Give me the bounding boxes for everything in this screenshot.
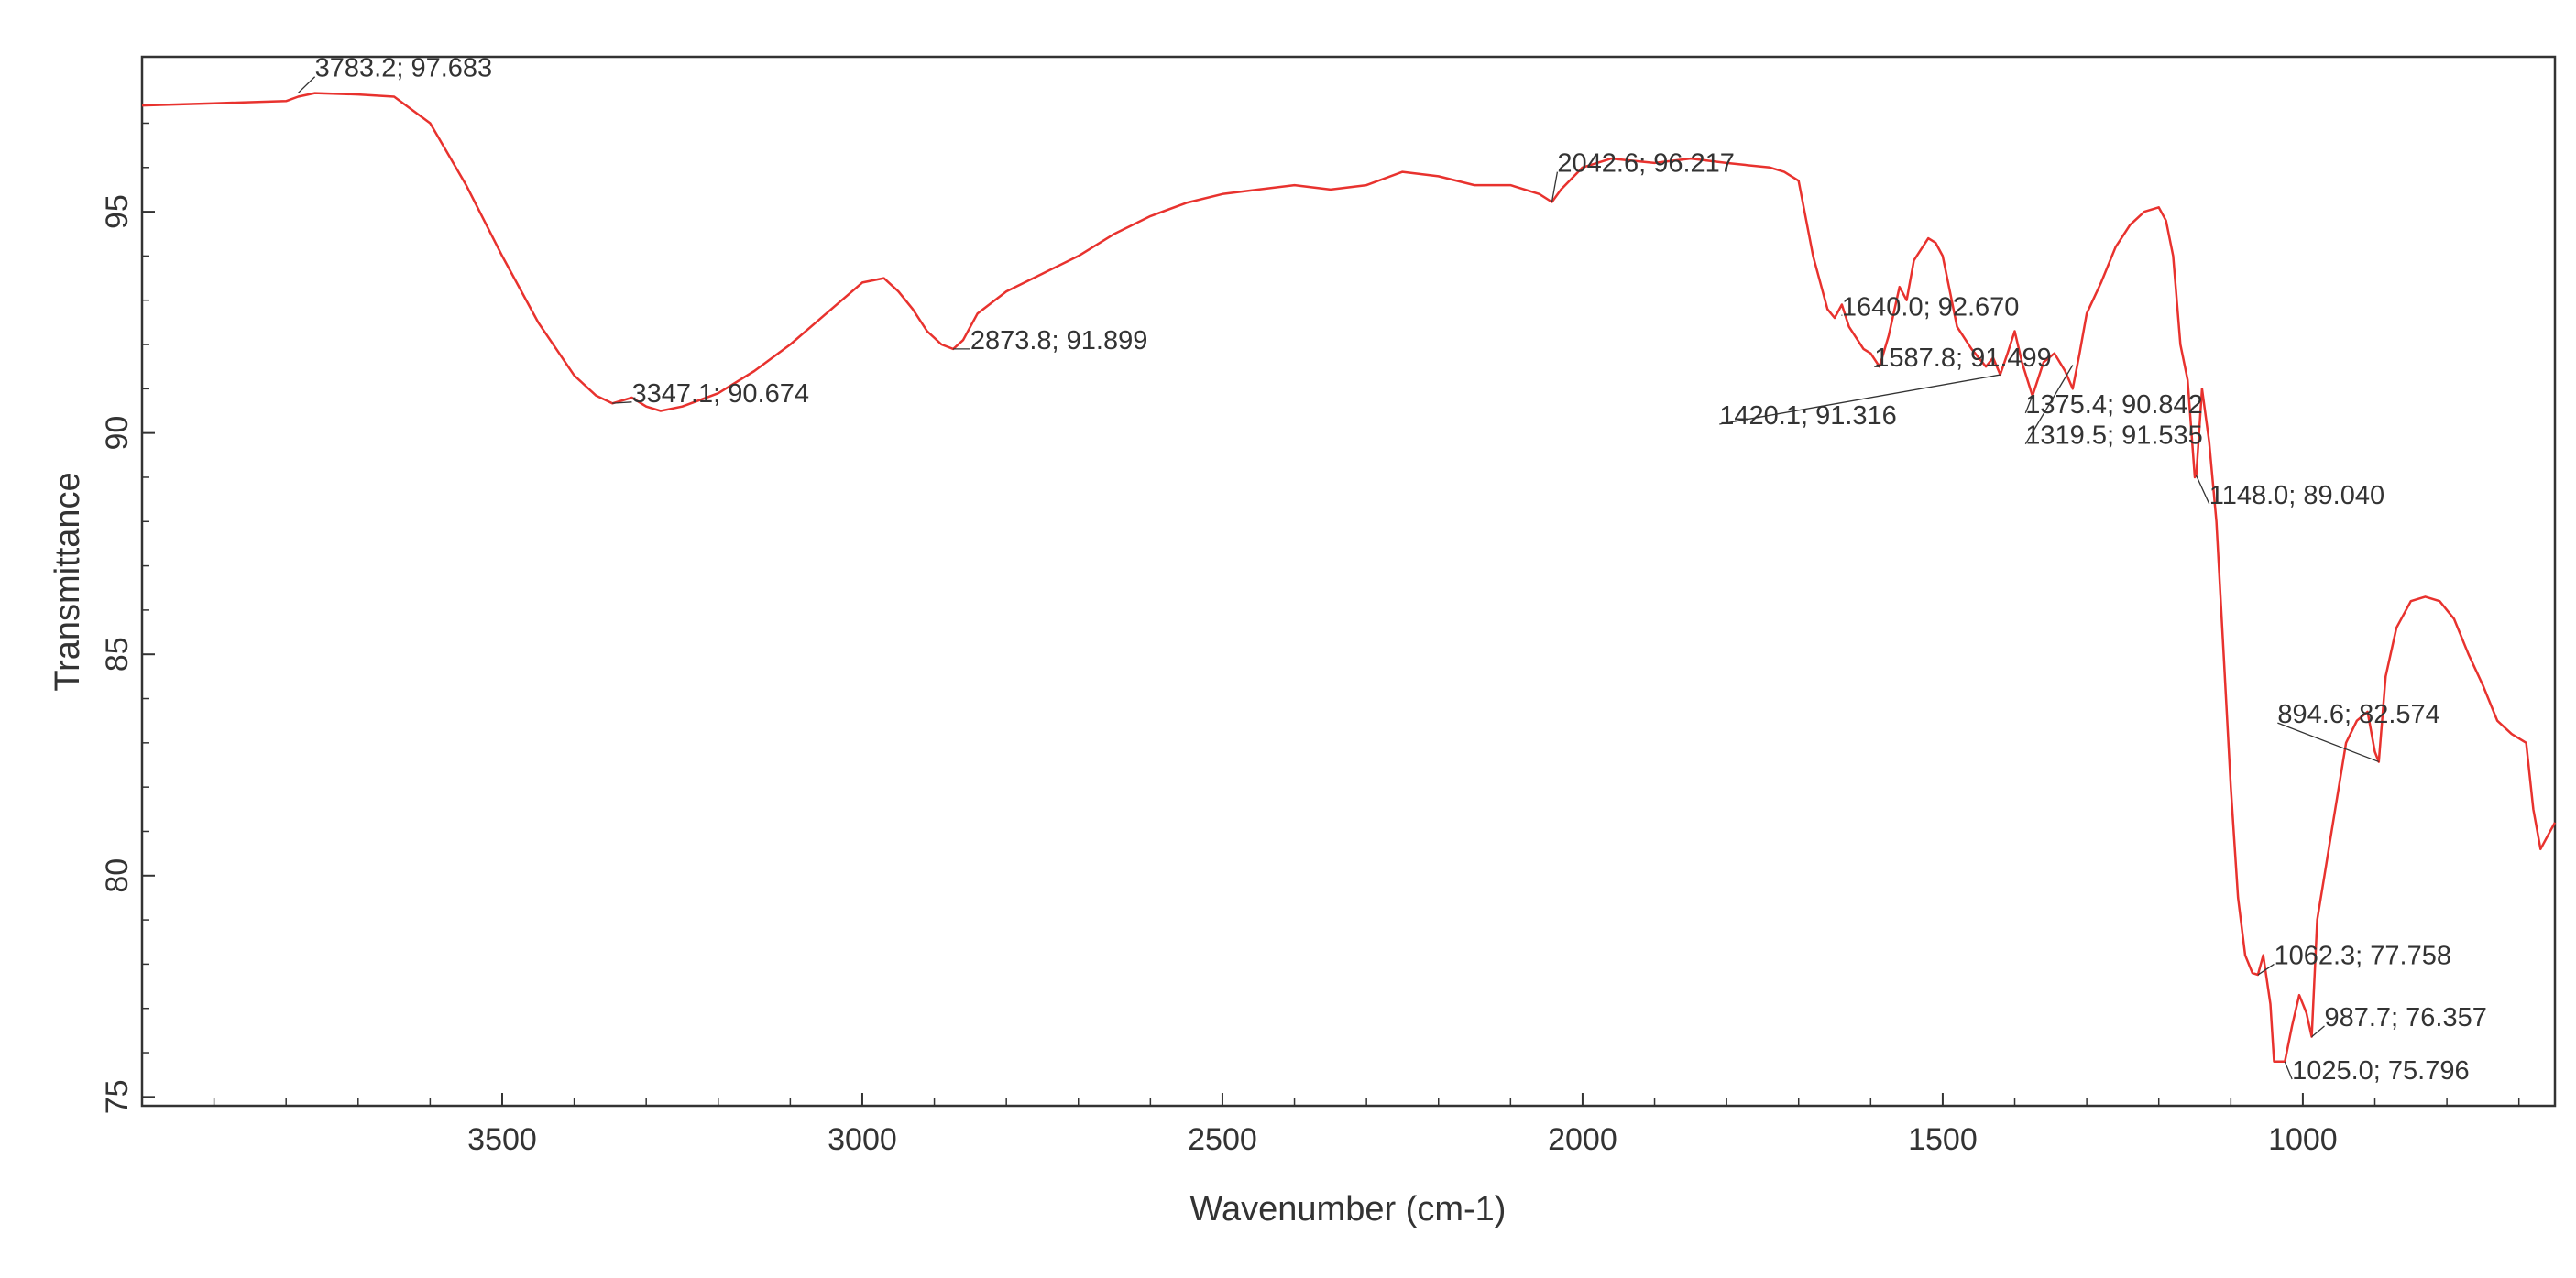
x-tick-label: 3000 [828, 1122, 897, 1157]
annotation-leader [2024, 365, 2074, 445]
peak-annotation: 2042.6; 96.217 [1557, 149, 1735, 179]
peak-annotation: 1062.3; 77.758 [2274, 941, 2451, 970]
peak-annotation: 1420.1; 91.316 [1719, 401, 1897, 431]
x-axis-ticks: 3500 3000 2500 2000 1500 1000 [213, 1093, 2520, 1157]
x-tick-label: 1500 [1908, 1122, 1978, 1157]
peak-annotation: 1319.5; 91.535 [2025, 421, 2203, 451]
y-tick-label: 95 [100, 194, 135, 229]
annotation-leader [1719, 374, 2001, 425]
series-layer [141, 92, 2557, 1063]
peak-annotations: 3783.2; 97.683 3347.1; 90.674 2873.8; 91.8… [297, 54, 2487, 1086]
x-tick-label: 3500 [467, 1122, 537, 1157]
y-tick-label: 90 [100, 416, 135, 451]
peak-annotation: 3783.2; 97.683 [315, 54, 493, 83]
peak-annotation: 2873.8; 91.899 [970, 326, 1148, 355]
x-tick-label: 2000 [1548, 1122, 1617, 1157]
peak-annotation: 1640.0; 92.670 [1842, 293, 2020, 322]
x-axis-label: Wavenumber (cm-1) [1190, 1190, 1507, 1229]
y-axis-label: Transmittance [49, 472, 87, 691]
annotation-leader [2277, 722, 2379, 763]
x-tick-label: 2500 [1188, 1122, 1257, 1157]
peak-annotation: 987.7; 76.357 [2324, 1003, 2486, 1032]
plot-frame [140, 55, 2557, 1108]
annotation-leader [1551, 171, 1559, 202]
peak-annotation: 1025.0; 75.796 [2292, 1056, 2470, 1086]
annotation-leader [2195, 475, 2210, 505]
y-tick-label: 75 [100, 1079, 135, 1114]
annotation-leader [2257, 963, 2275, 976]
y-tick-label: 80 [100, 858, 135, 893]
series-line-0 [141, 92, 2557, 1063]
annotation-leader [2311, 1025, 2325, 1038]
y-axis-ticks: 75 80 85 90 95 [100, 122, 155, 1114]
annotation-leader [2024, 395, 2033, 414]
annotation-leader [2284, 1061, 2293, 1080]
x-tick-label: 1000 [2268, 1122, 2338, 1157]
peak-annotation: 894.6; 82.574 [2277, 700, 2439, 729]
annotation-leader [612, 401, 632, 404]
peak-annotation: 1148.0; 89.040 [2209, 481, 2384, 510]
annotation-leader [297, 76, 316, 93]
peak-annotation: 1587.8; 91.499 [1874, 344, 2052, 373]
y-tick-label: 85 [100, 637, 135, 672]
peak-annotation: 3347.1; 90.674 [631, 379, 809, 409]
peak-annotation: 1375.4; 90.842 [2025, 390, 2203, 420]
